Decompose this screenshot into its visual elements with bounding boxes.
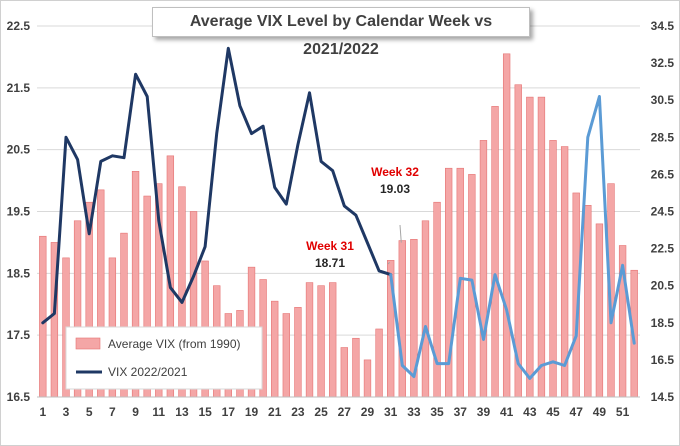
x-axis-tick-label: 7 — [109, 405, 116, 419]
x-axis-tick-label: 43 — [523, 405, 537, 419]
right-axis-tick-label: 30.5 — [651, 93, 675, 107]
bar — [479, 140, 488, 398]
vix-line-highlight — [389, 95, 636, 380]
right-axis-tick-label: 22.5 — [651, 242, 675, 256]
bar — [294, 307, 302, 398]
bar — [526, 96, 534, 398]
left-axis-tick-label: 17.5 — [7, 328, 31, 342]
bar — [502, 53, 511, 398]
x-axis-tick-label: 1 — [39, 405, 46, 419]
left-axis-tick-label: 22.5 — [7, 19, 31, 33]
bar — [282, 313, 290, 398]
left-axis-tick-label: 19.5 — [7, 205, 31, 219]
legend-box — [65, 326, 263, 390]
bar — [595, 223, 604, 398]
right-axis-tick-label: 32.5 — [651, 56, 675, 70]
bar — [584, 205, 592, 398]
bar — [317, 285, 325, 398]
bar — [549, 140, 557, 398]
annotation-week-label: Week 31 — [306, 239, 354, 253]
axes: 16.5 17.5 18.5 19.5 20.5 21.5 22.5 14.5 16.5 18.5… — [7, 19, 675, 419]
right-axis-tick-label: 14.5 — [651, 390, 675, 404]
bar — [398, 240, 406, 398]
x-axis-tick-label: 27 — [338, 405, 352, 419]
right-axis-tick-label: 20.5 — [651, 279, 675, 293]
legend: Average VIX (from 1990) VIX 2022/2021 — [65, 326, 263, 390]
bar — [421, 220, 430, 398]
x-axis-tick-label: 25 — [314, 405, 328, 419]
x-axis-tick-label: 29 — [361, 405, 375, 419]
x-axis-tick-label: 39 — [477, 405, 491, 419]
vix-line-dark — [41, 46, 393, 325]
x-axis-tick-label: 33 — [407, 405, 421, 419]
x-axis-tick-label: 23 — [291, 405, 305, 419]
annotation-week-label: Week 32 — [371, 165, 419, 179]
x-axis-tick-label: 19 — [245, 405, 259, 419]
bar — [537, 96, 546, 398]
right-axis-tick-label: 24.5 — [651, 205, 675, 219]
x-axis-tick-label: 9 — [132, 405, 139, 419]
bar — [433, 201, 441, 398]
annotations: Week 31 18.71 Week 32 19.03 — [306, 165, 419, 270]
annotation-value-label: 19.03 — [380, 182, 410, 196]
legend-swatch-bar — [75, 337, 101, 350]
x-axis-tick-label: 49 — [593, 405, 607, 419]
bar — [375, 328, 383, 398]
legend-label-bar: Average VIX (from 1990) — [108, 337, 241, 351]
bar — [363, 359, 372, 398]
left-axis-tick-label: 16.5 — [7, 390, 31, 404]
x-axis-tick-label: 13 — [175, 405, 189, 419]
legend-label-line: VIX 2022/2021 — [108, 365, 188, 379]
x-axis-tick-label: 35 — [430, 405, 444, 419]
bar — [305, 282, 314, 398]
x-axis-tick-label: 37 — [454, 405, 468, 419]
x-axis-tick-label: 11 — [152, 405, 165, 419]
annotation-value-label: 18.71 — [315, 256, 345, 270]
bar — [340, 347, 348, 398]
line-series — [41, 46, 636, 380]
left-axis-tick-label: 21.5 — [7, 81, 31, 95]
annotation-leader — [399, 224, 402, 243]
right-axis-tick-label: 28.5 — [651, 130, 675, 144]
x-axis-tick-label: 21 — [268, 405, 282, 419]
x-axis-tick-label: 3 — [63, 405, 70, 419]
bar — [491, 106, 499, 398]
left-axis-tick-label: 20.5 — [7, 143, 31, 157]
chart-title: Average VIX Level by Calendar Week vs 20… — [152, 7, 530, 58]
x-axis-tick-label: 5 — [86, 405, 93, 419]
annotation-leader — [387, 261, 391, 265]
bar — [39, 235, 47, 398]
right-axis-tick-label: 26.5 — [651, 167, 675, 181]
x-axis-tick-label: 45 — [546, 405, 560, 419]
bar — [329, 282, 337, 398]
x-axis-tick-label: 41 — [500, 405, 514, 419]
bar — [271, 300, 279, 398]
x-axis-tick-label: 17 — [222, 405, 236, 419]
bar — [352, 337, 360, 398]
x-axis-tick-label: 51 — [616, 405, 630, 419]
x-axis-tick-label: 47 — [570, 405, 584, 419]
right-axis-tick-label: 34.5 — [651, 19, 675, 33]
x-axis-tick-label: 15 — [198, 405, 212, 419]
right-axis-tick-label: 16.5 — [651, 353, 675, 367]
left-axis-tick-label: 18.5 — [7, 266, 31, 280]
x-axis-tick-label: 31 — [384, 405, 398, 419]
right-axis-tick-label: 18.5 — [651, 316, 675, 330]
